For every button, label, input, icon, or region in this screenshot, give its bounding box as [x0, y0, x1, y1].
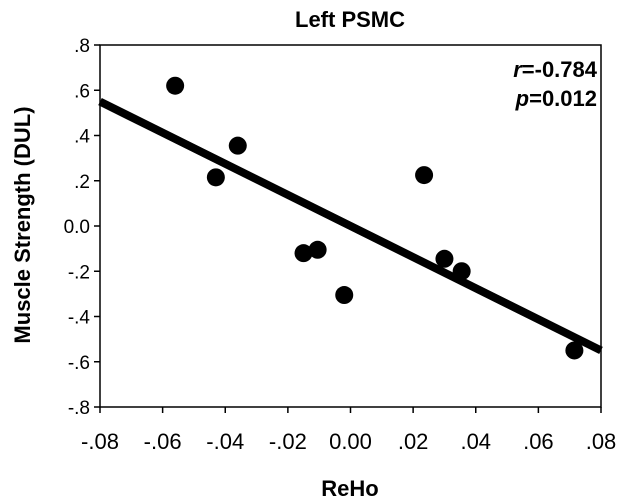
x-tick-label: -.04 [206, 429, 244, 454]
chart-title: Left PSMC [295, 7, 405, 32]
data-point [206, 168, 225, 187]
y-tick-label: .6 [74, 81, 90, 102]
x-tick-label: .06 [523, 429, 554, 454]
p-value: =0.012 [529, 86, 597, 111]
plot-area: .8 .6 .4 .2 0.0 -.2 -.4 -.6 -.8 -.08 -.06 -.04 -.02 0… [64, 36, 617, 454]
x-tick-label: .04 [460, 429, 491, 454]
data-point [435, 249, 454, 268]
p-symbol: p [515, 86, 529, 111]
correlation-annotation: r=-0.784 [513, 57, 598, 82]
y-tick-label: .4 [74, 127, 90, 148]
data-point [415, 166, 434, 185]
data-point [335, 286, 354, 305]
data-point [166, 76, 185, 95]
x-tick-label: .08 [586, 429, 617, 454]
r-symbol: r [513, 57, 523, 82]
x-tick-label: -.02 [269, 429, 307, 454]
data-point [294, 244, 313, 263]
p-value-annotation: p=0.012 [515, 86, 597, 111]
y-tick-label: 0.0 [64, 217, 90, 238]
x-tick-label: -.06 [144, 429, 182, 454]
data-point [452, 262, 471, 281]
data-point [565, 341, 584, 360]
r-value: =-0.784 [522, 57, 598, 82]
data-point [308, 240, 327, 259]
y-tick-label: -.2 [68, 262, 90, 283]
y-axis-label: Muscle Strength (DUL) [10, 106, 35, 343]
regression-line [98, 97, 603, 355]
y-tick-label: .8 [74, 36, 90, 57]
x-tick-label: 0.00 [329, 429, 372, 454]
y-tick-label: -.4 [68, 308, 91, 329]
x-tick-label: -.08 [81, 429, 119, 454]
y-tick-label: .2 [74, 172, 90, 193]
y-tick-label: -.8 [68, 398, 90, 419]
x-tick-label: .02 [398, 429, 429, 454]
y-tick-label: -.6 [68, 353, 90, 374]
data-point [228, 136, 247, 155]
x-axis-label: ReHo [321, 476, 378, 500]
